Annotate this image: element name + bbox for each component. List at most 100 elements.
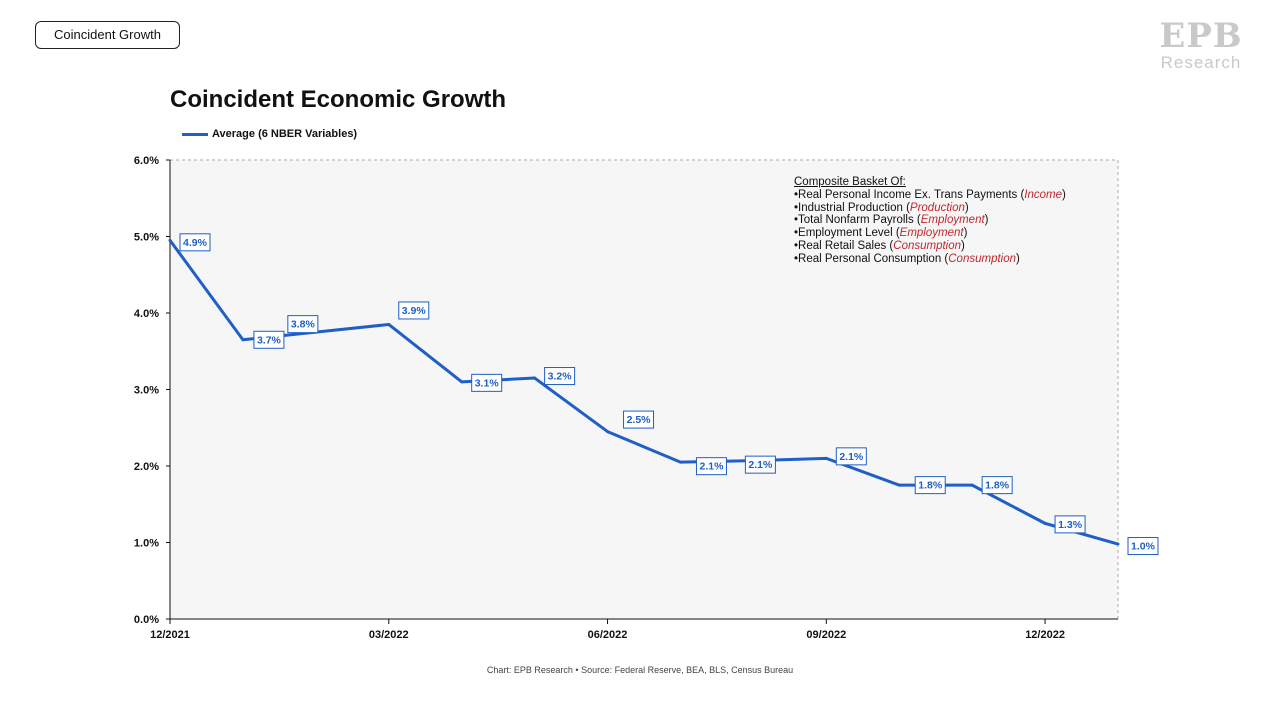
chart-topic-tag: Coincident Growth xyxy=(35,21,180,49)
data-point xyxy=(678,460,682,464)
x-tick-label: 09/2022 xyxy=(806,629,846,641)
data-label-box xyxy=(544,367,576,386)
data-label: 3.7% xyxy=(257,334,282,346)
basket-item-paren: ) xyxy=(961,239,965,252)
data-label-box xyxy=(835,447,867,466)
data-label: 1.8% xyxy=(918,480,943,492)
chart-footer: Chart: EPB Research • Source: Federal Re… xyxy=(0,665,1280,675)
basket-item-paren: ) xyxy=(964,201,969,214)
data-point xyxy=(168,238,172,242)
basket-item-bullet: • xyxy=(794,227,799,240)
basket-item-name: Real Personal Consumption ( xyxy=(798,252,949,265)
data-label-box xyxy=(1127,537,1159,556)
data-point xyxy=(606,430,610,434)
y-tick-label: 2.0% xyxy=(134,461,159,473)
x-tick-label: 12/2022 xyxy=(1025,629,1065,641)
data-point xyxy=(897,483,901,487)
data-point xyxy=(970,483,974,487)
y-tick-label: 3.0% xyxy=(134,385,159,397)
data-point xyxy=(824,456,828,460)
basket-item: •Total Nonfarm Payrolls (Employment) xyxy=(794,214,1066,227)
data-label-box xyxy=(287,315,319,334)
y-tick-label: 5.0% xyxy=(134,232,159,244)
composite-basket-note: Composite Basket Of: •Real Personal Inco… xyxy=(794,176,1066,266)
data-point xyxy=(1116,542,1120,546)
data-label: 4.9% xyxy=(183,237,208,249)
footer-separator: • xyxy=(575,665,579,675)
basket-item-name: Total Nonfarm Payrolls ( xyxy=(798,214,921,227)
basket-item-category: Production xyxy=(909,201,965,214)
data-label-box xyxy=(179,233,211,252)
data-label: 2.5% xyxy=(627,414,652,426)
data-label-box xyxy=(695,457,727,476)
epb-research-logo: EPB Research xyxy=(1152,18,1250,78)
data-label: 3.1% xyxy=(475,377,500,389)
logo-wordmark: Research xyxy=(1160,53,1242,72)
chart-title: Coincident Economic Growth xyxy=(170,86,507,113)
data-label: 1.8% xyxy=(985,480,1010,492)
basket-item-category: Consumption xyxy=(893,239,962,252)
data-point xyxy=(533,376,537,380)
basket-item-bullet: • xyxy=(794,188,799,201)
logo-mark: EPB xyxy=(1159,16,1243,56)
basket-item: •Industrial Production (Production) xyxy=(794,202,1066,215)
basket-item-paren: ) xyxy=(1016,252,1020,265)
legend-series-label: Average (6 NBER Variables) xyxy=(212,128,358,140)
y-tick-label: 6.0% xyxy=(134,155,159,167)
basket-item-paren: ) xyxy=(963,227,968,240)
basket-item-name: Industrial Production ( xyxy=(798,201,910,214)
data-label: 2.1% xyxy=(839,451,864,463)
basket-item-category: Consumption xyxy=(948,252,1017,265)
data-label: 1.3% xyxy=(1058,519,1083,531)
data-point xyxy=(460,380,464,384)
x-tick-label: 12/2021 xyxy=(150,629,190,641)
basket-item-bullet: • xyxy=(794,201,799,214)
basket-item-bullet: • xyxy=(794,214,799,227)
data-label-box xyxy=(398,301,430,320)
data-label: 3.2% xyxy=(548,371,573,383)
basket-item-category: Employment xyxy=(920,214,985,227)
data-point xyxy=(241,338,245,342)
data-label-box xyxy=(744,455,776,474)
y-tick-label: 0.0% xyxy=(134,614,159,626)
y-tick-label: 4.0% xyxy=(134,308,159,320)
footer-source: Source: Federal Reserve, BEA, BLS, Censu… xyxy=(581,665,794,675)
y-tick-label: 1.0% xyxy=(134,538,159,550)
plot-area xyxy=(170,160,1118,619)
data-label-box xyxy=(981,476,1013,495)
basket-item-name: Employment Level ( xyxy=(798,227,900,240)
basket-item: •Real Personal Income Ex. Trans Payments… xyxy=(794,189,1066,202)
data-label-box xyxy=(914,476,946,495)
data-label-box xyxy=(253,330,285,349)
basket-item-paren: ) xyxy=(1062,188,1066,201)
data-label-box xyxy=(471,373,503,392)
basket-item-bullet: • xyxy=(794,239,799,252)
data-label-box xyxy=(1054,515,1086,534)
basket-heading: Composite Basket Of: xyxy=(794,176,906,188)
data-label: 1.0% xyxy=(1131,541,1156,553)
basket-item-category: Income xyxy=(1024,188,1063,201)
basket-item-category: Employment xyxy=(899,227,964,240)
data-label: 3.9% xyxy=(402,305,427,317)
basket-items: •Real Personal Income Ex. Trans Payments… xyxy=(794,189,1066,266)
basket-item: •Real Retail Sales (Consumption) xyxy=(794,240,1066,253)
legend-line-swatch xyxy=(182,132,208,136)
basket-item-name: Real Retail Sales ( xyxy=(798,239,894,252)
x-tick-label: 03/2022 xyxy=(369,629,409,641)
data-point xyxy=(387,322,391,326)
footer-chart-credit: Chart: EPB Research xyxy=(486,665,573,675)
basket-item-bullet: • xyxy=(794,252,799,265)
series-line-average xyxy=(168,239,1119,546)
data-label: 2.1% xyxy=(699,461,724,473)
basket-item: •Real Personal Consumption (Consumption) xyxy=(794,253,1066,266)
data-label: 2.1% xyxy=(748,459,773,471)
x-tick-label: 06/2022 xyxy=(588,629,628,641)
data-point xyxy=(1043,521,1047,525)
basket-item: •Employment Level (Employment) xyxy=(794,227,1066,240)
data-label-box xyxy=(623,410,655,429)
basket-item-paren: ) xyxy=(984,214,989,227)
basket-item-name: Real Personal Income Ex. Trans Payments … xyxy=(798,188,1025,201)
chart-legend: Average (6 NBER Variables) xyxy=(182,128,357,140)
data-label: 3.8% xyxy=(291,319,316,331)
